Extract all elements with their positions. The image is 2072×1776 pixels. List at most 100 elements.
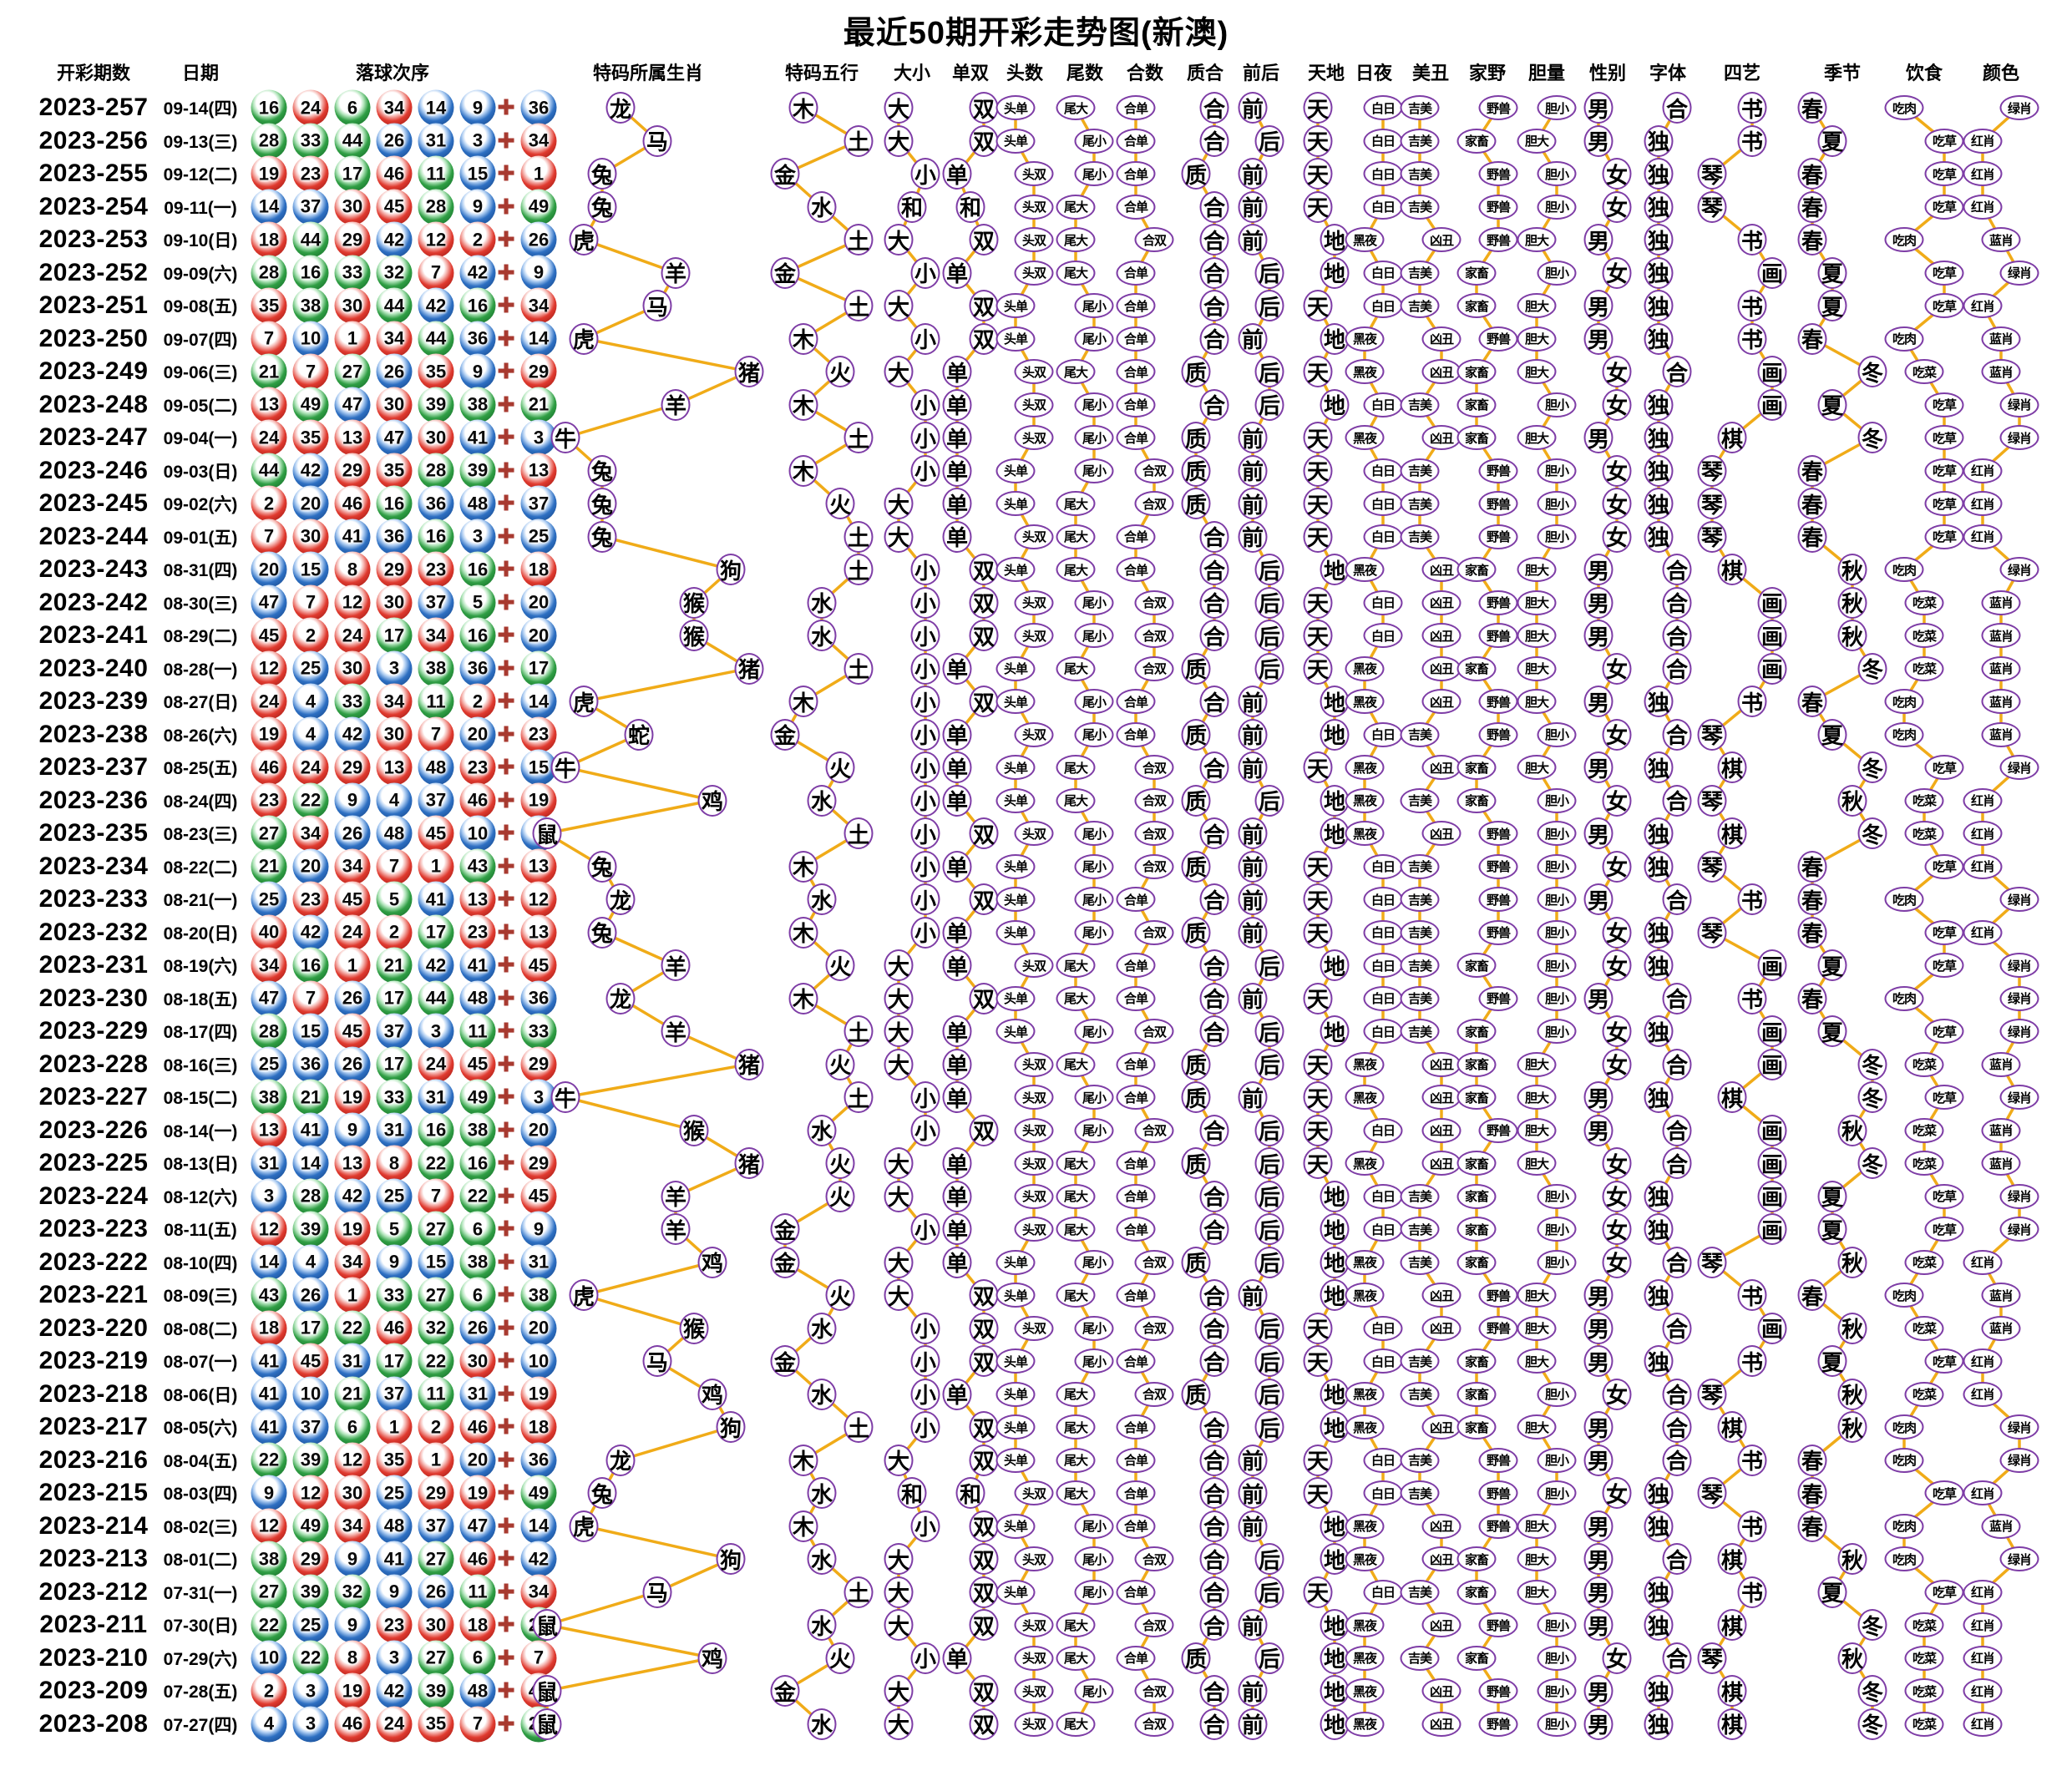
trend-circle-ziti: 合 — [1662, 1114, 1692, 1146]
trend-circle-element: 火 — [825, 1048, 855, 1080]
trend-circle-danliang: 胆大 — [1517, 755, 1557, 780]
lottery-ball: 25 — [251, 881, 287, 918]
plus-icon: ✚ — [497, 524, 515, 549]
lottery-ball: 22 — [251, 1606, 287, 1643]
trend-circle-yanse: 红肖 — [1963, 194, 2003, 220]
trend-circle-zhihe: 合 — [1199, 1708, 1229, 1740]
trend-circle-riye: 白日 — [1363, 1117, 1403, 1143]
trend-circle-jiaye: 家畜 — [1456, 359, 1497, 384]
lottery-ball: 1 — [376, 1409, 413, 1445]
lottery-ball: 47 — [251, 584, 287, 620]
period-label: 2023-223 — [38, 1215, 149, 1242]
trend-circle-tiandi: 天 — [1303, 356, 1333, 387]
trend-circle-riye: 白日 — [1363, 919, 1403, 945]
trend-circle-daxiao: 大 — [884, 290, 914, 321]
period-label: 2023-245 — [38, 489, 149, 517]
trend-circle-zhihe: 合 — [1199, 290, 1229, 321]
trend-circle-toushu: 头双 — [1014, 392, 1054, 417]
lottery-ball: 4 — [292, 683, 329, 720]
lottery-ball: 46 — [334, 485, 371, 522]
plus-icon: ✚ — [497, 458, 515, 483]
lottery-ball: 2 — [251, 1672, 287, 1709]
trend-circle-xingbie: 女 — [1602, 949, 1632, 981]
special-ball: 9 — [520, 255, 557, 291]
trend-circle-daxiao: 和 — [897, 190, 927, 223]
trend-circle-ziti: 独 — [1644, 190, 1674, 223]
period-label: 2023-239 — [38, 687, 149, 715]
trend-circle-jijie: 春 — [1797, 883, 1827, 915]
lottery-ball: 13 — [251, 387, 287, 422]
trend-circle-daxiao: 小 — [910, 883, 940, 915]
trend-circle-riye: 白日 — [1363, 194, 1403, 220]
trend-circle-daxiao: 大 — [884, 224, 914, 256]
trend-circle-riye: 白日 — [1363, 458, 1403, 483]
trend-circle-toushu: 头双 — [1014, 359, 1054, 384]
trend-circle-yanse: 蓝肖 — [1981, 689, 2021, 714]
plus-icon: ✚ — [497, 160, 515, 186]
trend-circle-meichou: 吉美 — [1400, 293, 1440, 318]
plus-icon: ✚ — [497, 1381, 515, 1406]
lottery-ball: 15 — [292, 551, 329, 588]
trend-circle-zhihe: 合 — [1199, 751, 1229, 783]
trend-circle-zhihe: 质 — [1181, 488, 1211, 519]
trend-circle-heshu: 合单 — [1116, 260, 1156, 286]
trend-circle-zodiac: 虎 — [569, 1510, 599, 1542]
trend-circle-jijie: 夏 — [1817, 388, 1847, 421]
lottery-ball: 35 — [251, 287, 287, 324]
trend-circle-tiandi: 天 — [1303, 982, 1333, 1014]
trend-circle-zhihe: 质 — [1181, 454, 1211, 487]
trend-circle-qianhou: 前 — [1238, 92, 1268, 124]
trend-circle-danshuang: 双 — [969, 1411, 999, 1443]
trend-circle-weishu: 尾大 — [1056, 1217, 1096, 1242]
trend-circle-danliang: 胆大 — [1517, 359, 1557, 384]
trend-circle-xingbie: 男 — [1583, 817, 1614, 849]
trend-circle-jijie: 冬 — [1857, 1675, 1887, 1707]
trend-circle-siyi: 画 — [1757, 949, 1787, 981]
trend-circle-qianhou: 前 — [1238, 1609, 1268, 1641]
trend-circle-daxiao: 大 — [884, 1180, 914, 1212]
trend-circle-xingbie: 男 — [1583, 1312, 1614, 1344]
trend-circle-qianhou: 前 — [1238, 751, 1268, 783]
trend-circle-element: 火 — [825, 356, 855, 387]
lottery-ball: 47 — [376, 419, 413, 456]
lottery-ball: 34 — [418, 617, 454, 654]
trend-circle-yinshi: 吃肉 — [1884, 689, 1924, 714]
lottery-ball: 6 — [459, 1211, 496, 1247]
trend-circle-heshu: 合单 — [1116, 161, 1156, 186]
trend-circle-zodiac: 狗 — [716, 1411, 746, 1443]
column-header-qianhou: 前后 — [1242, 63, 1280, 83]
trend-circle-danshuang: 单 — [942, 158, 972, 190]
lottery-ball: 18 — [251, 221, 287, 258]
special-ball: 36 — [520, 1442, 557, 1478]
trend-circle-jijie: 冬 — [1857, 356, 1887, 387]
trend-circle-yinshi: 吃菜 — [1904, 1051, 1944, 1077]
trend-circle-element: 木 — [788, 850, 818, 883]
trend-circle-yinshi: 吃肉 — [1884, 227, 1924, 252]
trend-circle-jiaye: 野兽 — [1478, 524, 1518, 549]
trend-circle-toushu: 头双 — [1014, 1117, 1054, 1143]
lottery-ball: 29 — [334, 749, 371, 786]
trend-circle-danshuang: 双 — [969, 1609, 999, 1641]
lottery-ball: 38 — [251, 1079, 287, 1116]
trend-circle-meichou: 凶丑 — [1421, 821, 1462, 846]
lottery-ball: 30 — [418, 419, 454, 456]
lottery-ball: 4 — [292, 716, 329, 752]
trend-circle-yinshi: 吃肉 — [1884, 95, 1924, 120]
trend-circle-xingbie: 女 — [1602, 1642, 1632, 1674]
trend-circle-tiandi: 天 — [1303, 652, 1333, 685]
trend-circle-danliang: 胆大 — [1517, 1051, 1557, 1077]
lottery-ball: 21 — [251, 848, 287, 884]
trend-circle-ziti: 独 — [1644, 1708, 1674, 1740]
lottery-ball: 3 — [418, 1013, 454, 1050]
trend-circle-zodiac: 虎 — [569, 322, 599, 355]
trend-circle-heshu: 合双 — [1134, 1019, 1174, 1044]
trend-circle-toushu: 头单 — [995, 1414, 1036, 1440]
special-ball: 49 — [520, 1475, 557, 1511]
trend-circle-weishu: 尾小 — [1074, 458, 1114, 483]
trend-circle-weishu: 尾大 — [1056, 1051, 1096, 1077]
trend-circle-xingbie: 男 — [1583, 1279, 1614, 1311]
trend-circle-tiandi: 天 — [1303, 124, 1333, 157]
trend-circle-jiaye: 野兽 — [1478, 227, 1518, 252]
trend-circle-yinshi: 吃菜 — [1904, 1151, 1944, 1176]
trend-circle-daxiao: 小 — [910, 1642, 940, 1674]
